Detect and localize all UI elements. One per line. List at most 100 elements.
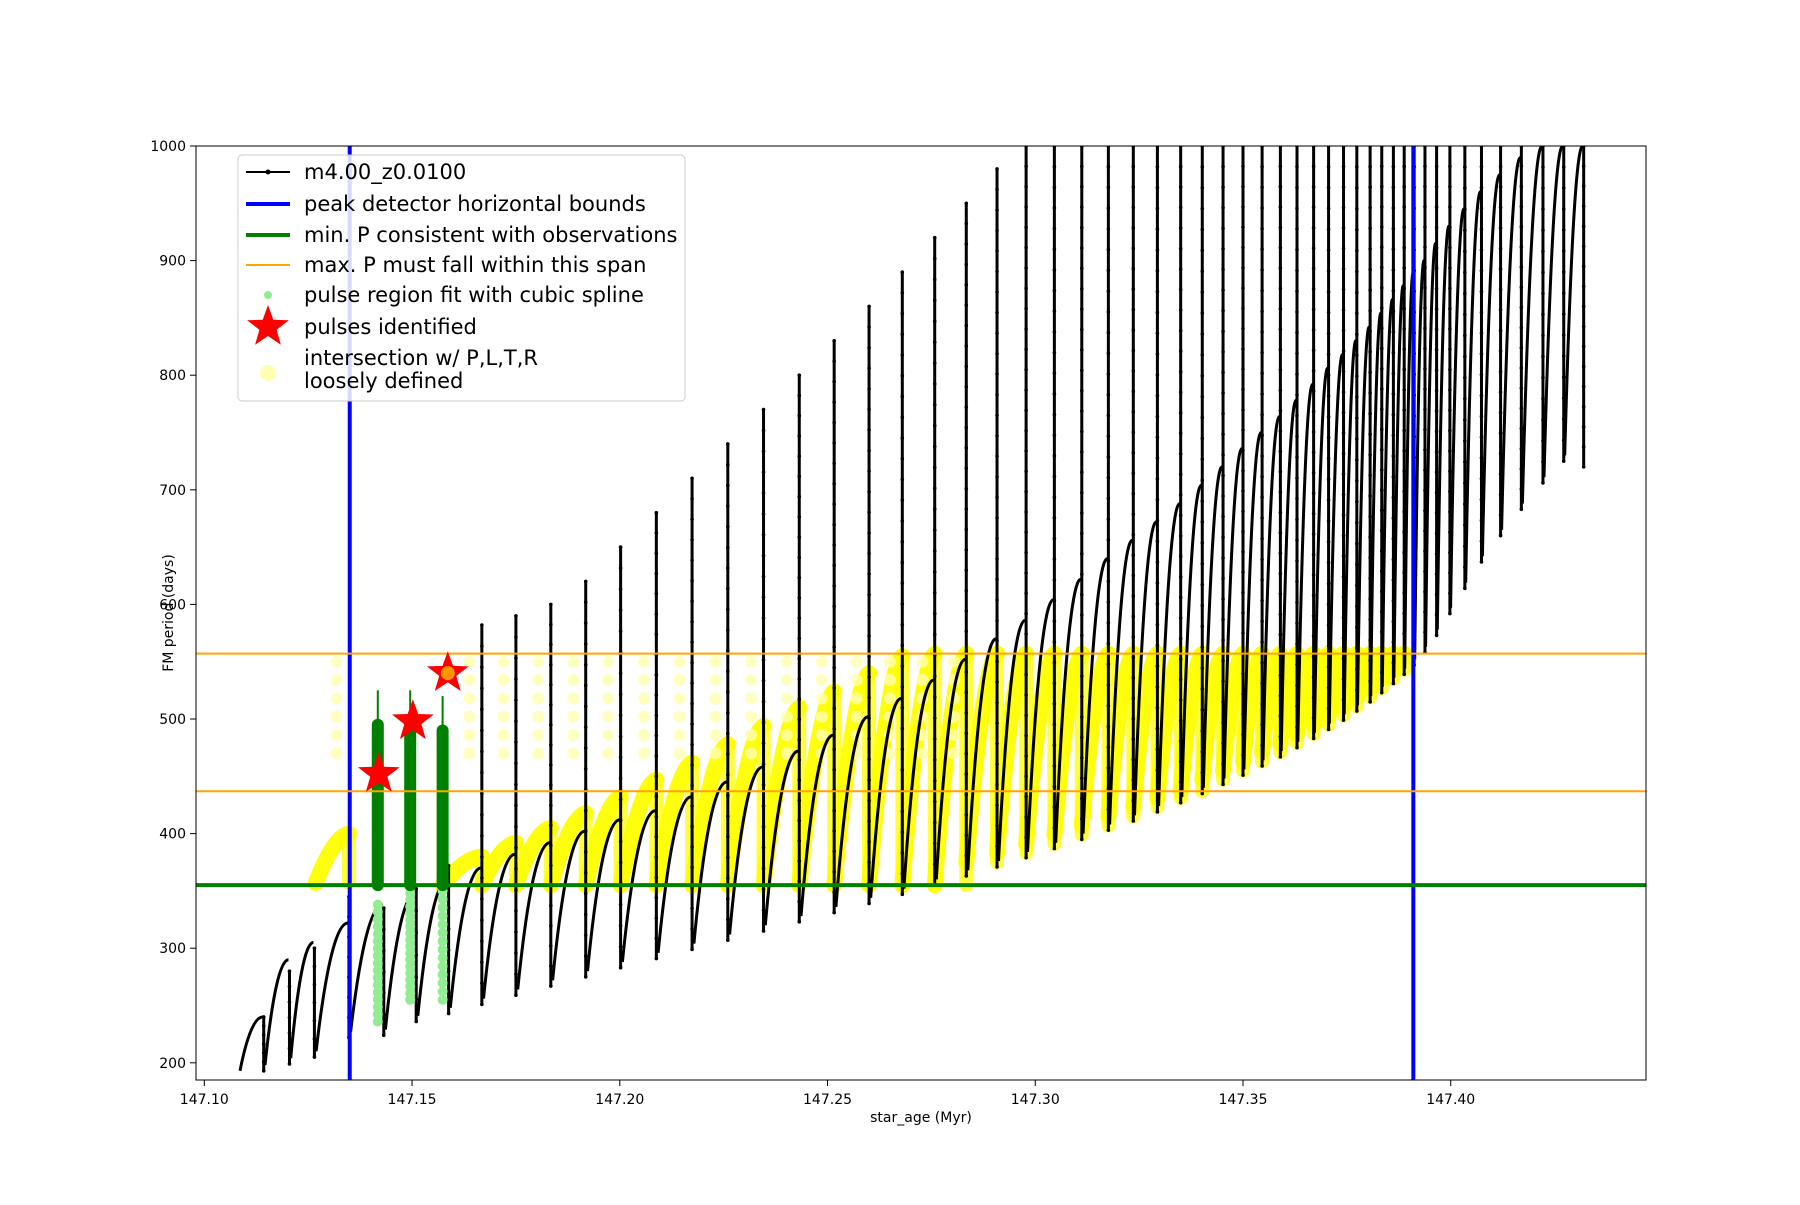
track-point xyxy=(900,332,905,337)
track-point xyxy=(832,502,836,507)
track-point xyxy=(1278,368,1283,372)
track-point xyxy=(1448,184,1452,189)
track-point xyxy=(832,910,836,915)
track-point xyxy=(1052,743,1057,747)
track-point xyxy=(726,483,730,488)
track-point xyxy=(995,392,999,397)
track-point xyxy=(1448,327,1452,331)
track-point xyxy=(480,728,484,733)
track-envelope-arc xyxy=(656,795,692,953)
track-point xyxy=(514,866,518,871)
track-point xyxy=(1326,456,1331,461)
track-point xyxy=(797,575,802,580)
track-point xyxy=(414,997,419,1002)
track-point xyxy=(832,870,836,874)
track-point xyxy=(1024,774,1028,779)
track-point xyxy=(1311,614,1316,618)
track-point xyxy=(1131,471,1136,476)
track-point xyxy=(1423,367,1427,371)
track-point xyxy=(964,731,969,736)
track-envelope-arc xyxy=(516,841,551,990)
track-point xyxy=(964,751,969,756)
track-point xyxy=(1368,164,1372,169)
track-point xyxy=(761,553,766,558)
track-point xyxy=(1260,495,1264,500)
track-point xyxy=(654,510,659,515)
track-point xyxy=(995,741,999,746)
track-point xyxy=(1341,410,1346,415)
track-point xyxy=(1341,185,1346,189)
track-point xyxy=(867,839,871,844)
track-point xyxy=(1079,348,1084,352)
track-point xyxy=(1241,692,1245,696)
track-point xyxy=(514,803,518,808)
track-point xyxy=(1368,247,1372,251)
track-point xyxy=(1052,433,1057,438)
track-point xyxy=(1200,603,1205,608)
track-point xyxy=(1106,185,1111,190)
track-point xyxy=(1155,269,1160,273)
track-point xyxy=(1326,206,1331,211)
track-point xyxy=(797,656,802,661)
track-point xyxy=(832,604,836,609)
track-point xyxy=(1241,489,1245,493)
track-envelope-arc xyxy=(482,852,516,999)
track-point xyxy=(414,908,419,913)
track-point xyxy=(1052,392,1057,396)
track-point xyxy=(995,536,999,541)
track-point xyxy=(1241,448,1245,453)
track-point xyxy=(1260,164,1264,169)
track-point xyxy=(1402,286,1406,291)
y-tick-label: 700 xyxy=(159,483,186,499)
track-point xyxy=(1541,270,1545,275)
intersection-loose-point xyxy=(947,655,960,668)
track-point xyxy=(1379,407,1384,412)
track-point xyxy=(1498,246,1503,251)
track-point xyxy=(1498,226,1503,230)
track-point xyxy=(1434,470,1439,475)
track-envelope-arc xyxy=(1520,146,1544,504)
track-point xyxy=(1079,796,1084,801)
track-point xyxy=(1200,541,1205,545)
track-point xyxy=(1278,490,1283,494)
track-point xyxy=(1311,348,1316,353)
track-point xyxy=(1221,556,1225,560)
track-point xyxy=(797,737,802,742)
track-point xyxy=(446,1011,451,1016)
track-point xyxy=(1541,396,1545,401)
track-point xyxy=(1155,581,1160,585)
intersection-loose-point xyxy=(815,729,828,742)
track-point xyxy=(1311,450,1316,455)
track-point xyxy=(1519,406,1524,411)
track-point xyxy=(1024,713,1028,718)
track-point xyxy=(797,434,802,438)
track-point xyxy=(618,734,623,739)
track-point xyxy=(1368,185,1372,189)
track-envelope-arc xyxy=(1563,146,1585,456)
track-point xyxy=(1024,489,1028,494)
track-point xyxy=(549,602,553,607)
intersection-loose-point xyxy=(745,674,758,687)
track-point xyxy=(1106,496,1111,501)
track-point xyxy=(1295,185,1299,190)
track-point xyxy=(1052,702,1057,706)
track-point xyxy=(1131,246,1136,251)
track-point xyxy=(1155,227,1160,232)
track-point xyxy=(1052,268,1057,272)
track-point xyxy=(932,444,937,449)
intersection-loose-point xyxy=(602,655,615,668)
track-point xyxy=(549,662,553,667)
track-point xyxy=(1052,226,1057,231)
track-point xyxy=(1434,266,1439,271)
track-point xyxy=(1463,207,1467,211)
y-tick-label: 900 xyxy=(159,254,186,270)
track-point xyxy=(1368,535,1372,539)
track-point xyxy=(1561,375,1566,379)
track-point xyxy=(1402,266,1406,270)
track-point xyxy=(690,722,694,726)
track-point xyxy=(1581,344,1586,349)
track-point xyxy=(618,818,623,823)
track-point xyxy=(1519,204,1524,209)
track-point xyxy=(1260,350,1264,355)
track-point xyxy=(1479,560,1484,564)
